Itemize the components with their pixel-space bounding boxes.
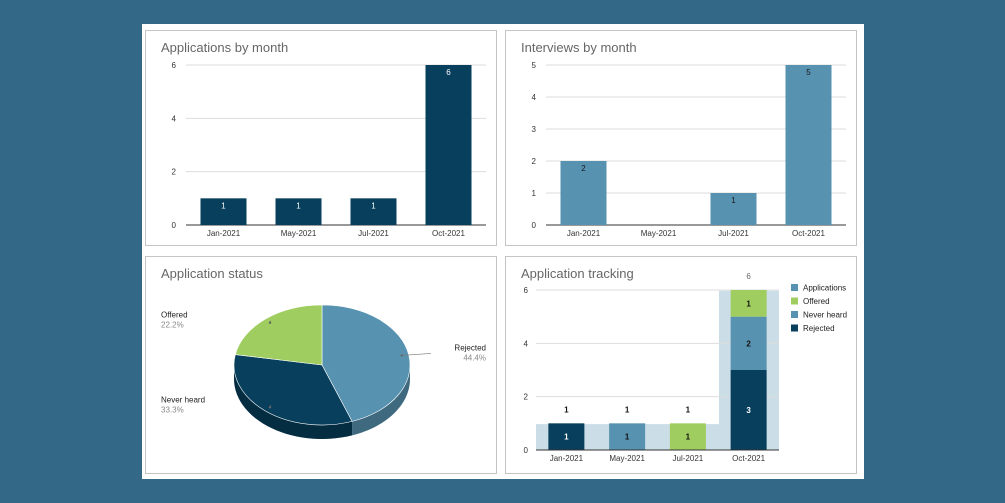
y-tick-label: 5	[532, 61, 537, 70]
legend-label: Offered	[803, 297, 830, 306]
total-label: 1	[564, 405, 569, 414]
y-tick-label: 2	[172, 168, 177, 177]
slice-percent: 44.4%	[463, 353, 486, 362]
slice-label: Never heard	[161, 395, 205, 404]
bar	[350, 198, 397, 225]
segment-label: 1	[686, 433, 691, 442]
stacked-bar-segment	[730, 370, 767, 450]
applications-bar-chart: 0 2 4 6 1 Jan-2021 1 May-2021 1 Jul-2021 6 Oct-2021	[172, 61, 486, 238]
legend-label: Applications	[803, 284, 846, 293]
x-tick-label: Jan-2021	[550, 454, 584, 463]
interviews-by-month-panel: Interviews by month 0 1 2 3 4 5 2 Jan-2021 May-2…	[505, 30, 857, 246]
tracking-stacked-chart: 0 2 4 6 1 1 Jan-2021 1 1 May-2021 1 1 Jul-2021 3 2 1 6 Oc…	[524, 272, 847, 463]
application-tracking-panel: Application tracking 0 2 4 6 1 1 Jan-2021 1 1 May…	[505, 256, 857, 474]
bar	[425, 65, 472, 225]
x-tick-label: Jan-2021	[207, 229, 241, 238]
x-tick-label: Jul-2021	[718, 229, 749, 238]
y-tick-label: 6	[172, 61, 177, 70]
applications-by-month-panel: Applications by month 0 2 4 6 1 Jan-2021 1 May-…	[145, 30, 497, 246]
pie-slice	[234, 304, 323, 366]
interviews-bar-chart: 0 1 2 3 4 5 2 Jan-2021 May-2021 1 Jul-2021 5 Oct-202…	[532, 61, 846, 238]
x-tick-label: May-2021	[609, 454, 645, 463]
x-tick-label: May-2021	[641, 229, 677, 238]
total-label: 6	[746, 272, 751, 281]
leader-dot	[400, 354, 403, 357]
bar	[785, 65, 832, 225]
bar	[560, 161, 607, 225]
chart-title: Applications by month	[161, 40, 289, 55]
stacked-bar-segment	[669, 423, 706, 450]
leader-dot	[268, 406, 272, 409]
chart-title: Application tracking	[521, 266, 634, 281]
dashboard: Applications by month 0 2 4 6 1 Jan-2021 1 May-…	[142, 24, 864, 479]
stacked-bar-segment	[730, 290, 767, 317]
chart-title: Interviews by month	[521, 40, 637, 55]
y-tick-label: 4	[172, 114, 177, 123]
stacked-bar-segment	[730, 316, 767, 370]
y-tick-label: 0	[172, 221, 177, 230]
segment-label: 1	[625, 433, 630, 442]
x-tick-label: Oct-2021	[792, 229, 825, 238]
segment-label: 1	[746, 299, 751, 308]
total-label: 1	[625, 405, 630, 414]
legend-label: Rejected	[803, 324, 835, 333]
y-tick-label: 0	[532, 221, 537, 230]
y-tick-label: 2	[524, 393, 529, 402]
pie-slice	[321, 304, 411, 422]
data-label: 1	[296, 201, 301, 210]
x-tick-label: Jan-2021	[567, 229, 601, 238]
bar	[710, 193, 757, 225]
slice-label: Offered	[161, 311, 188, 320]
stacked-bar-segment	[609, 423, 646, 450]
legend-swatch	[791, 311, 798, 318]
x-tick-label: Jul-2021	[358, 229, 389, 238]
data-label: 1	[731, 196, 736, 205]
slice-percent: 22.2%	[161, 321, 184, 330]
pie-slice	[233, 354, 353, 426]
total-label: 1	[686, 405, 691, 414]
slice-percent: 33.3%	[161, 405, 184, 414]
y-tick-label: 4	[524, 339, 529, 348]
segment-label: 3	[746, 406, 751, 415]
leader-line	[401, 353, 432, 356]
y-tick-label: 4	[532, 93, 537, 102]
x-tick-label: Oct-2021	[732, 454, 765, 463]
data-label: 5	[806, 68, 811, 77]
legend-swatch	[791, 284, 798, 291]
pie-slice-side	[352, 365, 410, 436]
data-label: 1	[371, 201, 376, 210]
y-tick-label: 0	[524, 446, 529, 455]
legend-swatch	[791, 297, 798, 305]
bar	[200, 198, 247, 225]
segment-label: 1	[564, 433, 569, 442]
application-status-panel: Application status Rejected 44.4% Never he…	[145, 256, 497, 474]
data-label: 6	[446, 68, 451, 77]
x-tick-label: May-2021	[281, 229, 317, 238]
y-tick-label: 2	[532, 157, 537, 166]
segment-label: 2	[746, 339, 751, 348]
y-tick-label: 6	[524, 286, 529, 295]
x-tick-label: Oct-2021	[432, 229, 465, 238]
x-tick-label: Jul-2021	[673, 454, 704, 463]
data-label: 1	[221, 201, 226, 210]
slice-label: Rejected	[454, 343, 486, 352]
legend-swatch	[791, 324, 798, 332]
pie-slice-side	[234, 365, 353, 439]
y-tick-label: 3	[532, 125, 537, 134]
legend-label: Never heard	[803, 311, 847, 320]
bar	[275, 198, 322, 225]
data-label: 2	[581, 164, 586, 173]
chart-title: Application status	[161, 266, 263, 281]
leader-dot	[268, 321, 272, 324]
y-tick-label: 1	[532, 189, 537, 198]
stacked-bar-segment	[548, 423, 585, 450]
